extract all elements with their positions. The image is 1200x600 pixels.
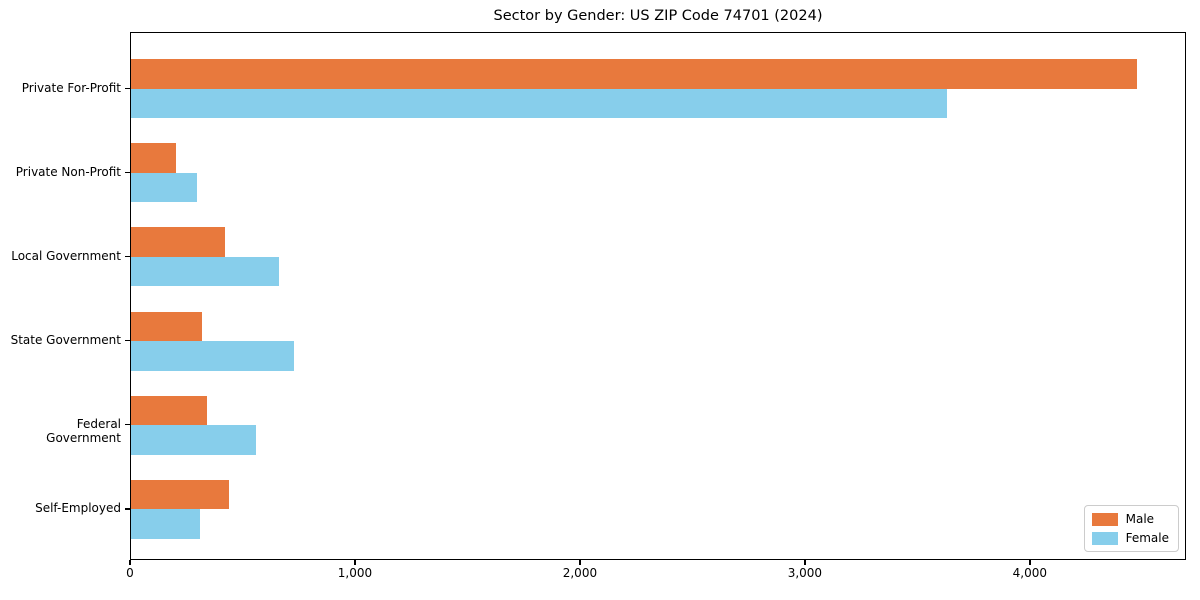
bar-male-6 <box>131 479 230 510</box>
male-series-swatch <box>1091 512 1118 526</box>
chart-title: Sector by Gender: US ZIP Code 74701 (202… <box>493 8 823 24</box>
y-tick-mark <box>125 87 130 90</box>
x-tick-mark <box>1029 560 1031 565</box>
x-tick-label: 4,000 <box>1012 566 1048 580</box>
bar-male-2 <box>131 143 176 173</box>
y-tick-label: Private Non-Profit <box>15 164 121 179</box>
y-tick-label: State Government <box>10 333 121 347</box>
legend: Male Female <box>1083 505 1179 552</box>
y-tick-mark <box>125 255 130 258</box>
x-tick-label: 3,000 <box>787 566 823 580</box>
y-tick-label: Federal Government <box>46 417 121 446</box>
y-tick-label: Private For-Profit <box>21 80 121 95</box>
plot-area: Male Female <box>130 32 1186 560</box>
bar-male-1 <box>131 59 1137 89</box>
legend-item-female: Female <box>1091 531 1169 545</box>
y-tick-mark <box>125 340 130 342</box>
bar-female-5 <box>131 425 257 455</box>
y-tick-label: Local Government <box>11 248 121 263</box>
bar-female-1 <box>131 88 947 119</box>
x-tick-mark <box>579 560 581 565</box>
bar-female-3 <box>131 256 280 287</box>
x-tick-label: 1,000 <box>337 566 373 580</box>
bar-male-3 <box>131 227 225 257</box>
legend-item-male: Male <box>1091 512 1169 526</box>
bar-female-4 <box>131 341 295 371</box>
legend-label-male: Male <box>1125 512 1155 526</box>
legend-label-female: Female <box>1125 531 1169 545</box>
bar-male-4 <box>131 311 203 341</box>
x-tick-mark <box>354 560 356 565</box>
x-tick-label: 0 <box>126 566 134 580</box>
bars-layer <box>131 33 1185 559</box>
female-series-swatch <box>1091 531 1118 545</box>
y-tick-mark <box>125 508 130 510</box>
x-tick-mark <box>129 560 131 565</box>
x-tick-label: 2,000 <box>562 566 598 580</box>
bar-female-2 <box>131 172 197 203</box>
y-tick-mark <box>125 171 130 174</box>
bar-male-5 <box>131 395 208 426</box>
y-tick-label: Self-Employed <box>35 501 121 516</box>
x-tick-mark <box>804 560 806 565</box>
y-tick-mark <box>125 424 130 426</box>
bar-female-6 <box>131 509 201 539</box>
